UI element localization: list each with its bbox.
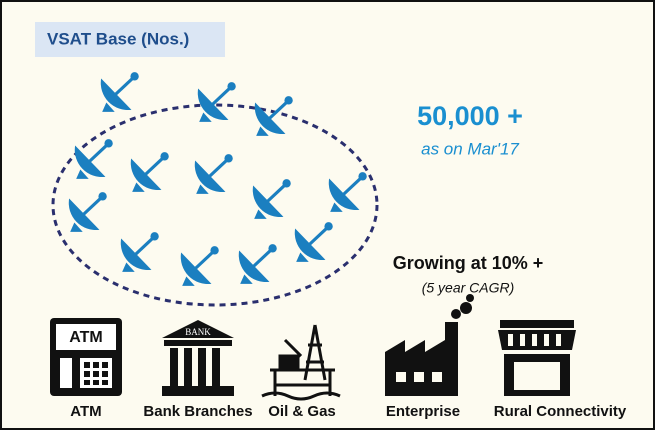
atm-icon: ATM [50, 318, 122, 396]
header-box [35, 22, 225, 57]
atm-badge: ATM [69, 329, 102, 346]
icon-label: Bank Branches [143, 403, 252, 420]
icon-label: Enterprise [386, 403, 460, 420]
icon-label: ATM [70, 403, 101, 420]
growth-text: Growing at 10% + [393, 253, 544, 273]
bank-badge: BANK [185, 327, 211, 337]
enterprise-icon [385, 294, 474, 396]
store-icon [498, 320, 576, 396]
headline-note: as on Mar'17 [421, 139, 519, 158]
growth-note: (5 year CAGR) [422, 280, 515, 296]
icon-label: Oil & Gas [268, 403, 336, 420]
vsat-ellipse [51, 103, 379, 307]
oil-gas-icon [261, 324, 341, 401]
bank-icon: BANK [162, 320, 234, 396]
header-title: VSAT Base (Nos.) [47, 29, 189, 48]
icon-label: Rural Connectivity [494, 403, 627, 420]
headline-value: 50,000 + [417, 101, 523, 131]
